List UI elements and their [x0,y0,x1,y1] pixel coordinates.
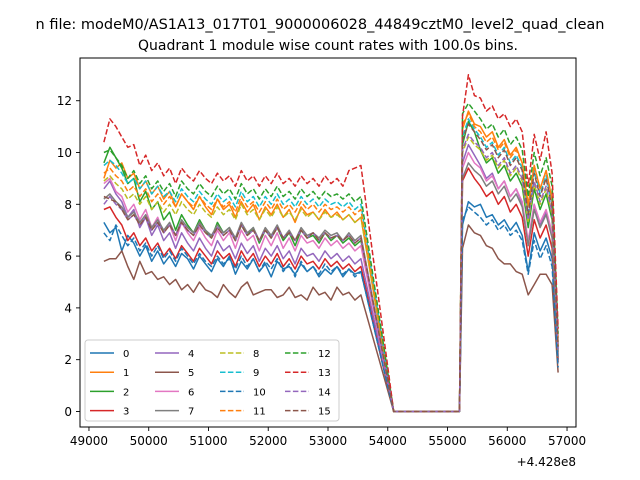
x-tick-label: 52000 [249,434,287,448]
series-line-10 [103,206,559,413]
legend-label-7: 7 [188,407,194,418]
y-tick-label: 12 [57,94,72,108]
legend-label-14: 14 [318,387,331,398]
series-line-8 [103,136,559,413]
series-line-11 [103,112,559,413]
legend-label-15: 15 [318,407,331,418]
legend-label-11: 11 [253,407,266,418]
series-line-7 [103,162,559,413]
legend-label-2: 2 [123,387,129,398]
plot-lines [103,74,559,413]
legend-box [84,339,340,422]
series-line-13 [103,74,559,413]
chart-suptitle: n file: modeM0/AS1A13_017T01_9000006028_… [36,17,605,33]
y-tick-label: 0 [64,405,72,419]
legend-label-5: 5 [188,368,194,379]
y-axis-ticks: 0 2 4 6 8 10 12 [57,94,80,419]
x-tick-label: 57000 [548,434,586,448]
y-tick-label: 6 [64,250,72,264]
legend-label-8: 8 [253,349,259,360]
series-line-12 [103,102,559,413]
series-line-15 [103,123,559,413]
series-line-3 [103,167,559,413]
x-axis-ticks: 49000 50000 51000 52000 53000 54000 55000 56000… [70,427,586,448]
legend-label-13: 13 [318,368,331,379]
series-line-5 [103,224,559,413]
y-tick-label: 8 [64,198,72,212]
legend-label-1: 1 [123,368,129,379]
x-tick-label: 51000 [189,434,227,448]
legend-label-6: 6 [188,387,194,398]
x-tick-label: 55000 [428,434,466,448]
y-tick-label: 10 [57,146,72,160]
x-tick-label: 49000 [70,434,108,448]
chart-title: Quadrant 1 module wise count rates with … [138,38,518,54]
x-tick-label: 53000 [309,434,347,448]
x-tick-label: 56000 [488,434,526,448]
x-tick-label: 54000 [369,434,407,448]
series-line-9 [103,118,559,413]
legend-label-4: 4 [188,349,194,360]
x-tick-label: 50000 [130,434,168,448]
y-tick-label: 4 [64,301,72,315]
x-offset-label: +4.428e8 [517,455,576,469]
legend-label-10: 10 [253,387,266,398]
series-line-0 [103,200,559,413]
legend-label-9: 9 [253,368,259,379]
series-line-1 [103,110,559,413]
legend-label-0: 0 [123,349,129,360]
legend-label-12: 12 [318,349,331,360]
legend-label-3: 3 [123,407,129,418]
y-tick-label: 2 [64,353,72,367]
